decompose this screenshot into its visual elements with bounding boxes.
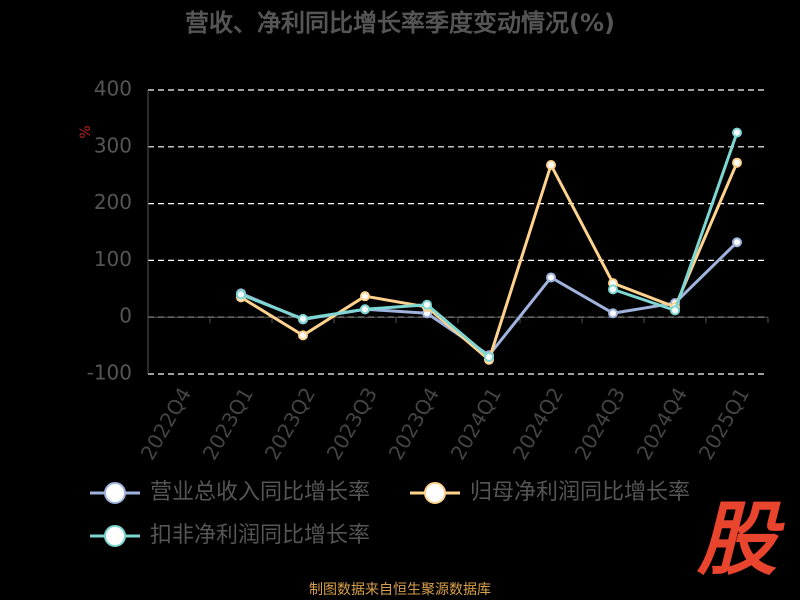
data-point <box>298 330 308 341</box>
y-tick-label: 300 <box>94 133 132 157</box>
data-point <box>236 289 246 300</box>
y-tick-label: 0 <box>119 304 132 328</box>
y-tick-label: 400 <box>94 77 132 101</box>
y-axis-label: % <box>78 125 94 138</box>
legend-marker <box>104 525 126 547</box>
y-tick-label: -100 <box>87 361 132 385</box>
legend-label: 扣非净利润同比增长率 <box>150 523 370 548</box>
chart-title: 营收、净利同比增长率季度变动情况(%) <box>185 9 615 37</box>
data-point <box>732 237 742 248</box>
data-point <box>422 299 432 310</box>
data-point <box>608 284 618 295</box>
data-point <box>546 159 556 170</box>
data-point <box>484 351 494 362</box>
data-point <box>608 308 618 319</box>
logo: 股 <box>696 493 785 586</box>
y-tick-label: 100 <box>94 247 132 271</box>
data-point <box>298 313 308 324</box>
legend-marker <box>104 482 126 504</box>
legend-label: 归母净利润同比增长率 <box>470 480 690 505</box>
y-tick-label: 200 <box>94 190 132 214</box>
data-point <box>546 272 556 283</box>
legend-label: 营业总收入同比增长率 <box>150 480 370 505</box>
data-point <box>360 291 370 302</box>
data-point <box>670 305 680 316</box>
data-point <box>732 157 742 168</box>
data-point <box>360 304 370 315</box>
source-note: 制图数据来自恒生聚源数据库 <box>309 582 491 598</box>
data-point <box>732 127 742 138</box>
legend-marker <box>424 482 446 504</box>
